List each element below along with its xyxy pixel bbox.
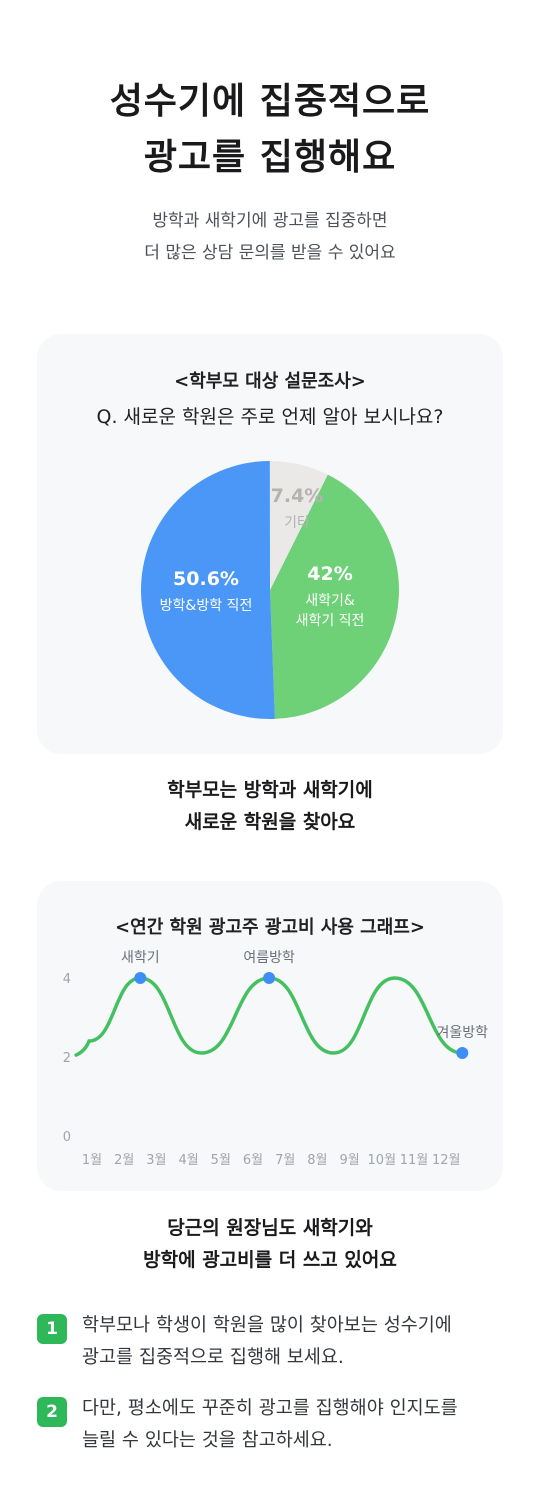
x-tick-label: 8월	[307, 1153, 327, 1168]
pie-slice	[269, 461, 328, 590]
survey-card: <학부모 대상 설문조사> Q. 새로운 학원은 주로 언제 알아 보시나요? …	[37, 334, 503, 754]
x-tick-label: 6월	[243, 1153, 263, 1168]
tip-item-2: 2 다만, 평소에도 꾸준히 광고를 집행해야 인지도를 늘릴 수 있다는 것을…	[37, 1393, 507, 1457]
tip-text-line1: 학부모나 학생이 학원을 많이 찾아보는 성수기에	[82, 1315, 452, 1336]
page-subtitle-line1: 방학과 새학기에 광고를 집중하면	[152, 211, 388, 231]
survey-caption-line2: 새로운 학원을 찾아요	[184, 811, 356, 833]
x-tick-label: 11월	[400, 1153, 429, 1168]
survey-caption-line1: 학부모는 방학과 새학기에	[167, 779, 373, 801]
x-tick-label: 5월	[211, 1153, 231, 1168]
survey-title: <학부모 대상 설문조사>	[174, 371, 366, 392]
tip-text-line2: 늘릴 수 있다는 것을 참고하세요.	[82, 1430, 333, 1451]
graph-title: <연간 학원 광고주 광고비 사용 그래프>	[115, 917, 425, 938]
tip-number-badge: 1	[37, 1314, 67, 1344]
tip-item-1: 1 학부모나 학생이 학원을 많이 찾아보는 성수기에 광고를 집중적으로 집행…	[37, 1310, 507, 1374]
tip-text-line1: 다만, 평소에도 꾸준히 광고를 집행해야 인지도를	[82, 1398, 458, 1419]
graph-caption-line1: 당근의 원장님도 새학기와	[167, 1217, 373, 1239]
pie-percent-label: 50.6%	[173, 568, 239, 590]
pie-slice-label: 새학기 직전	[296, 613, 365, 629]
series-line	[74, 976, 465, 1057]
peak-marker	[456, 1047, 469, 1060]
pie-percent-label: 42%	[307, 563, 352, 585]
graph-card: <연간 학원 광고주 광고비 사용 그래프> 0 2 4 1월 2월 3월 4월 5월 6월 7월…	[37, 881, 503, 1191]
peak-label: 겨울방학	[437, 1025, 489, 1041]
pie-slice	[270, 474, 399, 719]
x-tick-label: 1월	[82, 1153, 102, 1168]
tip-text-line2: 광고를 집중적으로 집행해 보세요.	[82, 1347, 344, 1368]
tip-text: 학부모나 학생이 학원을 많이 찾아보는 성수기에 광고를 집중적으로 집행해 …	[82, 1310, 452, 1374]
x-tick-label: 12월	[432, 1153, 461, 1168]
x-tick-label: 10월	[368, 1153, 397, 1168]
pie-slice-label: 새학기&	[305, 593, 355, 609]
x-tick-label: 7월	[275, 1153, 295, 1168]
x-tick-label: 3월	[146, 1153, 166, 1168]
page-title-line2: 광고를 집행해요	[143, 137, 397, 178]
peak-label: 새학기	[121, 950, 160, 966]
y-tick-label: 4	[63, 972, 71, 987]
pie-slice-label: 기타	[284, 515, 310, 531]
survey-pie-chart: 50.6% 방학&방학 직전 42% 새학기&새학기 직전 7.4% 기타	[140, 461, 399, 719]
graph-caption-line2: 방학에 광고비를 더 쓰고 있어요	[143, 1249, 397, 1271]
peak-marker	[134, 972, 147, 984]
survey-question: Q. 새로운 학원은 주로 언제 알아 보시나요?	[96, 406, 444, 428]
page-title-line1: 성수기에 집중적으로	[109, 81, 431, 122]
pie-percent-label: 7.4%	[271, 485, 324, 507]
x-tick-label: 2월	[114, 1153, 134, 1168]
page-subtitle-line2: 더 많은 상담 문의를 받을 수 있어요	[144, 243, 396, 263]
tip-text: 다만, 평소에도 꾸준히 광고를 집행해야 인지도를 늘릴 수 있다는 것을 참…	[82, 1393, 458, 1457]
y-tick-label: 2	[63, 1051, 71, 1066]
y-tick-label: 0	[63, 1130, 71, 1145]
x-tick-label: 9월	[339, 1153, 359, 1168]
ad-spend-line-chart: 0 2 4 1월 2월 3월 4월 5월 6월 7월 8월 9월 10월 11월 12월 새학기 여름방학겨울방…	[63, 950, 489, 1168]
pie-slice	[140, 461, 275, 719]
peak-marker	[263, 972, 276, 984]
x-tick-label: 4월	[178, 1153, 198, 1168]
peak-label: 여름방학	[243, 950, 295, 966]
tip-number-badge: 2	[37, 1397, 67, 1427]
pie-slice-label: 방학&방학 직전	[160, 598, 253, 614]
